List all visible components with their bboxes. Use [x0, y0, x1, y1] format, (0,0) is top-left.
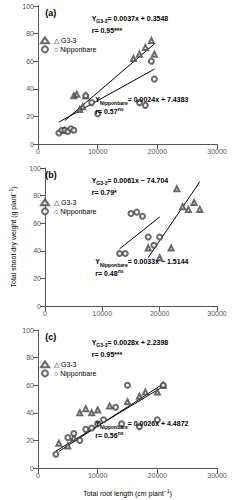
svg-text:20: 20 [33, 275, 41, 282]
svg-text:Nipponbare: Nipponbare [100, 100, 128, 106]
svg-text:0: 0 [30, 141, 34, 148]
svg-text:r= 0.79*: r= 0.79* [92, 189, 117, 196]
svg-text:10000: 10000 [93, 310, 113, 317]
svg-text:Y: Y [91, 176, 97, 184]
svg-text:(c): (c) [45, 332, 56, 342]
svg-text:100: 100 [22, 3, 34, 10]
svg-text:r= 0.56: r= 0.56 [95, 432, 117, 439]
svg-text:= 0.0028x + 2.2398: = 0.0028x + 2.2398 [107, 339, 168, 346]
svg-text:G3-3: G3-3 [96, 342, 107, 348]
svg-text:0: 0 [37, 303, 41, 310]
svg-text:= 0.0024x + 7.4383: = 0.0024x + 7.4383 [128, 96, 189, 103]
svg-text:= 0.0061x − 74.704: = 0.0061x − 74.704 [107, 177, 168, 184]
svg-text:r= 0.95***: r= 0.95*** [92, 351, 123, 358]
svg-text:10000: 10000 [88, 148, 108, 155]
svg-text:G3-3: G3-3 [96, 18, 107, 24]
svg-text:= 0.0033x − 1.5144: = 0.0033x − 1.5144 [128, 258, 189, 265]
svg-text:○ Nipponbare: ○ Nipponbare [54, 208, 96, 216]
svg-text:100: 100 [22, 327, 34, 334]
svg-text:○ Nipponbare: ○ Nipponbare [54, 46, 96, 54]
svg-text:): ) [10, 186, 18, 188]
svg-text:30000: 30000 [207, 310, 227, 317]
svg-text:): ) [169, 490, 171, 498]
svg-text:30000: 30000 [207, 472, 227, 479]
svg-text:Y: Y [95, 258, 100, 266]
svg-text:G3-3: G3-3 [96, 180, 107, 186]
svg-text:Y: Y [91, 338, 97, 346]
svg-text:ns: ns [118, 268, 124, 274]
svg-text:Nipponbare: Nipponbare [100, 262, 128, 268]
svg-text:r= 0.57: r= 0.57 [95, 108, 117, 115]
svg-text:△ G3-3: △ G3-3 [54, 361, 77, 368]
svg-text:20000: 20000 [148, 148, 168, 155]
svg-text:20000: 20000 [148, 472, 168, 479]
svg-text:100: 100 [29, 165, 41, 172]
svg-text:80: 80 [26, 30, 34, 37]
svg-text:Nipponbare: Nipponbare [100, 424, 128, 430]
svg-text:0: 0 [36, 472, 40, 479]
svg-text:(a): (a) [45, 8, 56, 18]
svg-text:Total root length (cm plant: Total root length (cm plant [83, 490, 164, 498]
svg-text:20000: 20000 [150, 310, 170, 317]
svg-text:80: 80 [33, 192, 41, 199]
svg-text:60: 60 [33, 220, 41, 227]
svg-text:△ G3-3: △ G3-3 [54, 37, 77, 44]
svg-text:△ G3-3: △ G3-3 [54, 199, 77, 206]
svg-text:Y: Y [95, 96, 100, 104]
svg-text:ns: ns [118, 430, 124, 436]
svg-text:−1: −1 [7, 188, 14, 195]
svg-text:0: 0 [36, 148, 40, 155]
svg-text:−1: −1 [163, 487, 170, 494]
svg-text:40: 40 [26, 85, 34, 92]
svg-text:ns: ns [118, 106, 124, 112]
svg-text:= 0.0037x + 0.3548: = 0.0037x + 0.3548 [107, 15, 168, 22]
svg-text:r= 0.48: r= 0.48 [95, 270, 117, 277]
svg-text:40: 40 [33, 247, 41, 254]
svg-text:= 0.0026x + 4.4872: = 0.0026x + 4.4872 [128, 420, 189, 427]
svg-text:80: 80 [26, 354, 34, 361]
svg-text:○ Nipponbare: ○ Nipponbare [54, 370, 96, 378]
svg-text:30000: 30000 [207, 148, 227, 155]
svg-text:(b): (b) [45, 170, 57, 180]
svg-text:0: 0 [30, 465, 34, 472]
svg-text:60: 60 [26, 382, 34, 389]
svg-text:Y: Y [91, 14, 97, 22]
svg-text:Total shoot dry weight (g plan: Total shoot dry weight (g plant [10, 194, 18, 287]
svg-text:60: 60 [26, 58, 34, 65]
svg-text:r= 0.95***: r= 0.95*** [92, 27, 123, 34]
svg-text:10000: 10000 [88, 472, 108, 479]
svg-text:20: 20 [26, 437, 34, 444]
svg-text:Y: Y [95, 420, 100, 428]
svg-text:20: 20 [26, 113, 34, 120]
svg-text:40: 40 [26, 409, 34, 416]
svg-text:0: 0 [43, 310, 47, 317]
